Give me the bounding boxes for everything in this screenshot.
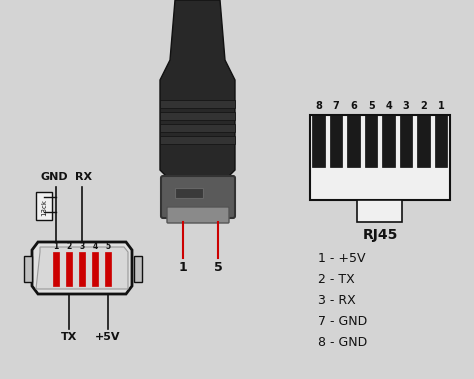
Text: 2 - TX: 2 - TX bbox=[318, 273, 355, 286]
Text: 8: 8 bbox=[315, 101, 322, 111]
Text: 4: 4 bbox=[92, 242, 98, 251]
FancyBboxPatch shape bbox=[167, 207, 229, 223]
Polygon shape bbox=[36, 247, 128, 289]
Bar bbox=[79, 252, 85, 286]
Bar bbox=[330, 115, 343, 167]
Polygon shape bbox=[32, 242, 132, 294]
FancyBboxPatch shape bbox=[161, 176, 235, 218]
Bar bbox=[347, 115, 360, 167]
Text: +5V: +5V bbox=[95, 332, 121, 342]
Bar bbox=[310, 115, 450, 200]
Bar bbox=[53, 252, 59, 286]
Text: 1: 1 bbox=[438, 101, 445, 111]
Text: 13ck: 13ck bbox=[41, 199, 47, 216]
Bar bbox=[160, 100, 235, 108]
Text: 8 - GND: 8 - GND bbox=[318, 336, 367, 349]
Bar bbox=[92, 252, 98, 286]
Bar bbox=[160, 136, 235, 144]
Bar bbox=[24, 256, 32, 282]
Text: 1: 1 bbox=[179, 261, 187, 274]
Text: 6: 6 bbox=[350, 101, 357, 111]
Text: 3 - RX: 3 - RX bbox=[318, 294, 356, 307]
Bar bbox=[435, 115, 447, 167]
Text: TX: TX bbox=[61, 332, 77, 342]
Text: 5: 5 bbox=[105, 242, 110, 251]
Bar bbox=[365, 115, 377, 167]
Text: GND: GND bbox=[40, 172, 68, 182]
Bar bbox=[312, 115, 325, 167]
Bar bbox=[105, 252, 111, 286]
Text: RJ45: RJ45 bbox=[362, 228, 398, 242]
Bar bbox=[175, 188, 203, 198]
Text: 4: 4 bbox=[385, 101, 392, 111]
Text: 1: 1 bbox=[54, 242, 59, 251]
Bar bbox=[160, 124, 235, 132]
Polygon shape bbox=[160, 0, 235, 180]
Text: 1 - +5V: 1 - +5V bbox=[318, 252, 365, 265]
Bar bbox=[383, 115, 395, 167]
Text: 5: 5 bbox=[214, 261, 222, 274]
Text: 2: 2 bbox=[420, 101, 427, 111]
Bar bbox=[400, 115, 412, 167]
Text: RX: RX bbox=[75, 172, 92, 182]
Bar bbox=[160, 112, 235, 120]
Text: 7 - GND: 7 - GND bbox=[318, 315, 367, 328]
Text: 3: 3 bbox=[403, 101, 410, 111]
Bar bbox=[36, 192, 52, 220]
Bar bbox=[66, 252, 72, 286]
Text: 3: 3 bbox=[79, 242, 85, 251]
Bar bbox=[357, 200, 402, 222]
Text: 5: 5 bbox=[368, 101, 374, 111]
Text: 7: 7 bbox=[333, 101, 340, 111]
Bar bbox=[418, 115, 430, 167]
Text: 2: 2 bbox=[66, 242, 72, 251]
Bar bbox=[134, 256, 142, 282]
